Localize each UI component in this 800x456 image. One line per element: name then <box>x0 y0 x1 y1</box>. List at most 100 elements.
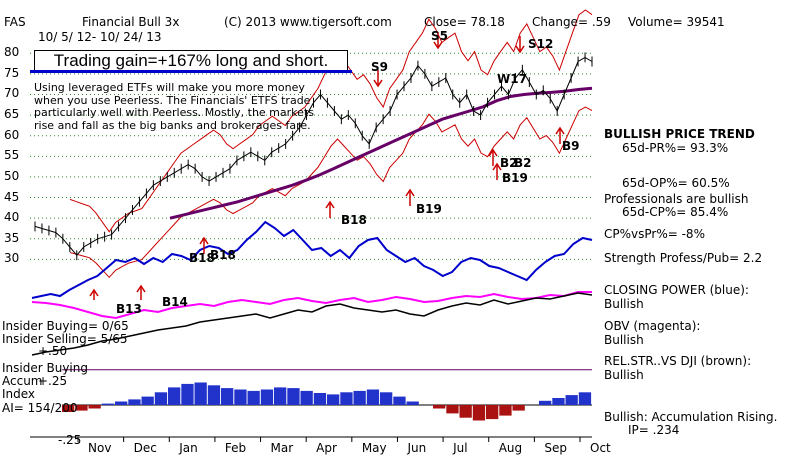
obv-line <box>31 291 592 320</box>
obv-status: Bullish <box>604 333 644 347</box>
ai-bar <box>168 387 181 405</box>
relstr-label: REL.STR..VS DJI (brown): <box>604 354 752 368</box>
op-value: 65d-OP%= 60.5% <box>622 176 730 190</box>
gain-underline <box>30 70 352 73</box>
ai-bar <box>406 401 419 405</box>
signal-arrowhead <box>89 288 99 297</box>
x-tick-label: Jul <box>453 441 468 455</box>
insider-selling: Insider Selling= 5/65 <box>2 332 128 346</box>
ai-bar <box>565 395 578 405</box>
y-tick-label: 50 <box>4 168 20 183</box>
ai-bar <box>128 399 141 405</box>
ai-bar <box>366 389 380 405</box>
strength-value: Strength Profess/Pub= 2.2 <box>604 251 763 265</box>
signal-arrowhead <box>433 41 443 50</box>
signal-arrowhead <box>325 200 335 209</box>
signal-arrowhead <box>199 236 209 245</box>
signal-label: B19 <box>416 202 442 216</box>
accumulation-index-bars <box>62 369 592 421</box>
ai-bar <box>539 400 552 405</box>
signal-label: W17 <box>497 72 527 86</box>
obv-series <box>31 291 592 320</box>
signal-arrowhead <box>492 162 502 171</box>
ai-bar <box>353 390 366 405</box>
x-tick-label: May <box>361 441 387 455</box>
ai-bar <box>393 396 406 405</box>
x-tick-label: Apr <box>316 441 337 455</box>
ai-bar <box>234 389 247 405</box>
insider-buying-2: Insider Buying <box>2 361 88 375</box>
y-tick-label: 70 <box>4 86 20 101</box>
signal-arrowhead <box>405 188 415 197</box>
signal-label: B13 <box>116 302 142 316</box>
ai-bar <box>274 387 287 405</box>
date-range: 10/ 5/ 12- 10/ 24/ 13 <box>38 30 162 44</box>
ai-bar <box>486 405 499 420</box>
x-tick-label: Jan <box>179 441 198 455</box>
ai-bar <box>207 385 221 405</box>
volume-value: Volume= 39541 <box>628 15 725 29</box>
ai-bar <box>578 392 592 405</box>
ai-plus25: +.25 <box>38 374 68 388</box>
signal-arrowhead <box>373 79 383 88</box>
ai-bar <box>260 389 274 405</box>
ai-bar <box>340 392 353 405</box>
cp-value: 65d-CP%= 85.4% <box>622 205 729 219</box>
signal-label: B2 <box>514 156 532 170</box>
ai-bar <box>380 392 393 405</box>
ai-bar <box>327 394 340 405</box>
relative-strength-series <box>31 292 593 356</box>
accum-status: Bullish: Accumulation Rising. <box>604 410 778 424</box>
signal-label: B14 <box>162 295 188 309</box>
ai-bar <box>459 405 472 418</box>
x-tick-label: Aug <box>498 441 523 455</box>
ai-bar <box>101 403 115 405</box>
ai-bar <box>552 398 565 405</box>
y-tick-label: 35 <box>4 230 20 245</box>
x-tick-label: Oct <box>590 441 611 455</box>
closing-power-series <box>31 220 593 299</box>
ai-bar <box>221 388 234 405</box>
closing-power-status: Bullish <box>604 297 644 311</box>
y-tick-label: 55 <box>4 148 20 163</box>
fund-name: Financial Bull 3x <box>82 15 180 29</box>
change-value: Change= .59 <box>532 15 611 29</box>
cpvspr-value: CP%vsPr%= -8% <box>604 227 705 241</box>
ai-minus25: -.25 <box>58 433 82 447</box>
symbol: FAS <box>4 15 26 29</box>
ai-bar <box>313 393 327 405</box>
axis-ticks <box>30 436 592 442</box>
index-label: Index <box>2 387 36 401</box>
ai-value: AI= 154/200 <box>2 401 78 415</box>
close-value: Close= 78.18 <box>424 15 505 29</box>
signal-label: S9 <box>371 60 388 74</box>
signal-label: B18 <box>189 251 215 265</box>
signal-label: B19 <box>502 171 528 185</box>
y-tick-label: 75 <box>4 65 20 80</box>
y-tick-label: 65 <box>4 107 20 122</box>
price-series <box>34 52 593 261</box>
lower-band <box>69 106 593 279</box>
x-tick-label: Dec <box>133 441 157 455</box>
ai-bar <box>62 405 75 412</box>
ai-bar <box>154 392 168 405</box>
ai-bar <box>115 401 128 405</box>
ai-bar <box>287 388 300 405</box>
moving-average-line <box>169 86 593 220</box>
signal-label: S12 <box>528 37 554 51</box>
signal-label: B18 <box>341 213 367 227</box>
signal-arrowhead <box>488 148 498 157</box>
signal-arrowhead <box>136 284 146 293</box>
ip-value: IP= .234 <box>628 423 680 437</box>
ai-bar <box>194 382 207 405</box>
x-tick-label: Jun <box>407 441 427 455</box>
ai-bar <box>512 405 525 411</box>
ai-bar <box>300 390 313 405</box>
x-tick-label: Nov <box>88 441 112 455</box>
signal-label: S5 <box>431 29 448 43</box>
ai-bar <box>247 390 260 405</box>
signal-arrowhead <box>515 45 525 54</box>
signal-arrows <box>89 32 565 300</box>
x-tick-label: Feb <box>224 441 247 455</box>
pros-title: Professionals are bullish <box>604 192 749 206</box>
